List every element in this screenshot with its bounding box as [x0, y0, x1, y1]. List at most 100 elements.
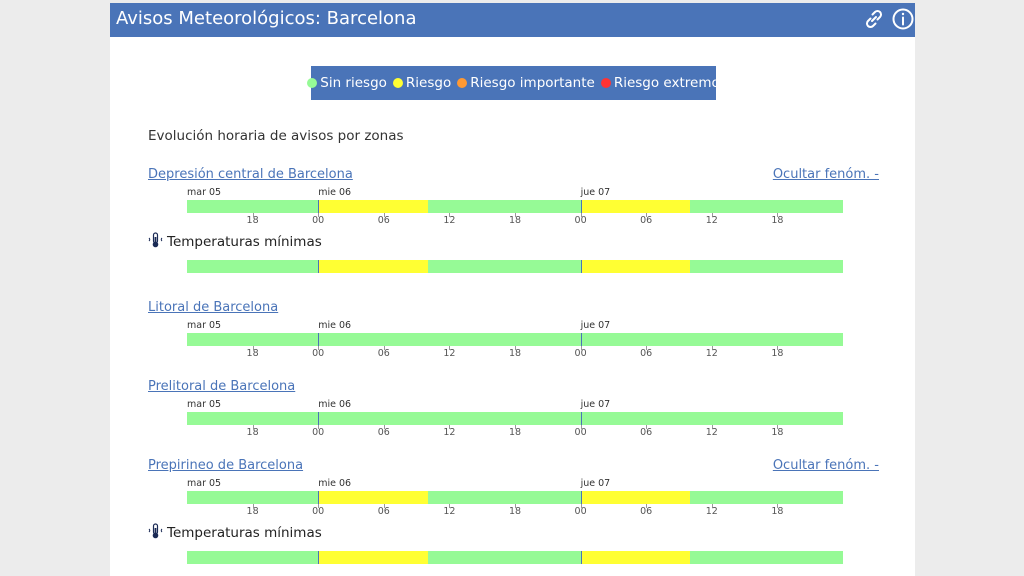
timeline-bar	[187, 491, 843, 504]
hour-label: 18	[508, 348, 522, 359]
hour-label: 18	[508, 215, 522, 226]
phenomenon-name: Temperaturas mínimas	[167, 525, 322, 541]
hour-tick	[252, 425, 254, 429]
info-icon[interactable]	[891, 7, 915, 31]
day-label: mar 05	[187, 478, 222, 489]
hour-label: 12	[443, 348, 456, 359]
hour-tick	[383, 213, 385, 217]
legend-dot	[392, 78, 403, 88]
timeline-bar	[187, 551, 843, 564]
hour-tick	[711, 213, 713, 217]
hour-tick	[252, 346, 254, 350]
warning-segment[interactable]	[580, 200, 690, 213]
midnight-marker	[580, 333, 582, 346]
hour-label: 12	[705, 215, 718, 226]
warning-segment[interactable]	[318, 200, 428, 213]
zone-link[interactable]: Depresión central de Barcelona	[148, 167, 353, 182]
legend: Sin riesgo Riesgo Riesgo importante Riesgo …	[307, 66, 720, 100]
warning-segment[interactable]	[318, 551, 428, 564]
legend-dot	[457, 78, 468, 88]
hide-phenomena-link[interactable]: Ocultar fenóm. -	[772, 458, 879, 473]
hour-tick	[580, 504, 582, 508]
hour-tick	[580, 346, 582, 350]
hour-label: 18	[508, 427, 522, 438]
hour-label: 18	[508, 506, 522, 517]
section-title: Evolución horaria de avisos por zonas	[148, 128, 404, 144]
legend-item: Sin riesgo	[307, 75, 387, 91]
hour-label: 06	[377, 215, 390, 226]
day-label: mar 05	[187, 399, 222, 410]
hour-label: 12	[705, 348, 718, 359]
hour-tick	[515, 346, 516, 350]
midnight-marker	[318, 260, 320, 273]
hour-label: 18	[246, 348, 259, 359]
zone-link[interactable]: Litoral de Barcelona	[148, 300, 279, 315]
hour-tick	[383, 425, 385, 429]
hour-label: 00	[312, 427, 325, 438]
legend-label: Riesgo importante	[470, 75, 595, 91]
hour-label: 00	[574, 427, 587, 438]
hour-label: 00	[312, 506, 325, 517]
hour-tick	[318, 346, 320, 350]
hour-label: 12	[705, 427, 718, 438]
day-label: jue 07	[580, 399, 611, 410]
hour-tick	[515, 504, 516, 508]
link-icon[interactable]	[862, 7, 886, 31]
hour-tick	[646, 504, 648, 508]
hour-tick	[777, 504, 779, 508]
warning-segment[interactable]	[318, 260, 428, 273]
hide-phenomena-link[interactable]: Ocultar fenóm. -	[772, 167, 879, 182]
legend-dot	[307, 78, 318, 88]
hour-label: 18	[246, 427, 259, 438]
midnight-marker	[318, 412, 320, 425]
warning-segment[interactable]	[318, 491, 428, 504]
hour-tick	[777, 346, 779, 350]
legend-dot	[600, 78, 611, 88]
timeline-bar	[187, 412, 843, 425]
legend-item: Riesgo extremo	[600, 75, 720, 91]
hour-tick	[449, 504, 451, 508]
midnight-marker	[318, 551, 320, 564]
hour-label: 06	[640, 215, 653, 226]
warning-segment[interactable]	[580, 491, 690, 504]
day-label: mar 05	[187, 320, 222, 331]
panel-header: Avisos Meteorológicos: Barcelona	[110, 3, 915, 37]
hour-tick	[777, 213, 779, 217]
hour-tick	[777, 425, 779, 429]
hour-label: 18	[771, 215, 784, 226]
warning-segment[interactable]	[580, 260, 690, 273]
zone-link[interactable]: Prelitoral de Barcelona	[148, 379, 296, 394]
hour-label: 06	[640, 348, 653, 359]
hour-tick	[449, 346, 451, 350]
warning-segment[interactable]	[580, 551, 690, 564]
hour-tick	[580, 213, 582, 217]
hour-label: 06	[377, 427, 390, 438]
hour-label: 06	[377, 506, 390, 517]
timeline-bar	[187, 200, 843, 213]
hour-label: 00	[574, 506, 587, 517]
zone-link[interactable]: Prepirineo de Barcelona	[148, 458, 304, 473]
hour-tick	[646, 425, 648, 429]
day-label: mar 05	[187, 187, 222, 198]
hour-label: 18	[246, 215, 259, 226]
hour-tick	[449, 213, 451, 217]
hour-tick	[252, 504, 254, 508]
hour-tick	[449, 425, 451, 429]
midnight-marker	[580, 412, 582, 425]
hour-tick	[383, 346, 385, 350]
day-label: mie 06	[318, 478, 352, 489]
page-title: Avisos Meteorológicos: Barcelona	[116, 8, 417, 29]
midnight-marker	[580, 551, 582, 564]
timeline-bar	[187, 260, 843, 273]
day-label: jue 07	[580, 478, 611, 489]
warnings-panel: Avisos Meteorológicos: Barcelona Sin rie…	[110, 3, 915, 576]
thermometer-icon	[148, 232, 163, 252]
hour-tick	[646, 213, 648, 217]
hour-label: 18	[771, 506, 784, 517]
legend-item: Riesgo	[392, 75, 452, 91]
hour-label: 06	[640, 506, 653, 517]
hour-tick	[318, 425, 320, 429]
midnight-marker	[580, 491, 582, 504]
legend-item: Riesgo importante	[457, 75, 595, 91]
legend-label: Riesgo	[405, 75, 452, 91]
